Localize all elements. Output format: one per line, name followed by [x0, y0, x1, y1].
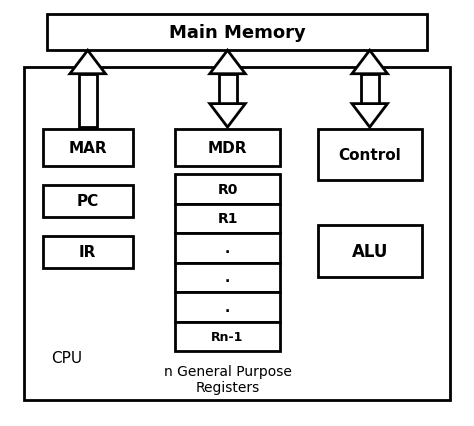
Bar: [219, 75, 237, 104]
Bar: [175, 175, 280, 204]
Text: CPU: CPU: [51, 350, 82, 366]
Polygon shape: [70, 51, 105, 75]
Text: R0: R0: [218, 182, 237, 196]
Bar: [24, 68, 450, 400]
Polygon shape: [352, 51, 387, 75]
Text: MDR: MDR: [208, 141, 247, 155]
Text: n General Purpose
Registers: n General Purpose Registers: [164, 364, 292, 394]
Bar: [318, 226, 422, 277]
Text: IR: IR: [79, 245, 96, 260]
Text: .: .: [225, 271, 230, 285]
Text: Main Memory: Main Memory: [169, 24, 305, 42]
Text: ALU: ALU: [352, 242, 388, 260]
Bar: [175, 263, 280, 293]
Bar: [43, 236, 133, 268]
Bar: [175, 322, 280, 351]
Bar: [175, 233, 280, 263]
Bar: [43, 185, 133, 217]
Bar: [43, 130, 133, 166]
Polygon shape: [352, 104, 387, 128]
Bar: [47, 15, 427, 51]
Bar: [361, 75, 379, 104]
Text: PC: PC: [77, 194, 99, 209]
Polygon shape: [210, 51, 246, 75]
Text: MAR: MAR: [68, 141, 107, 155]
Text: Rn-1: Rn-1: [211, 330, 244, 343]
Bar: [318, 130, 422, 181]
Bar: [175, 130, 280, 166]
Bar: [79, 75, 97, 128]
Polygon shape: [210, 104, 246, 128]
Text: R1: R1: [217, 212, 238, 226]
Text: Control: Control: [338, 148, 401, 163]
Text: .: .: [225, 300, 230, 314]
Bar: [175, 293, 280, 322]
Text: .: .: [225, 242, 230, 255]
Bar: [175, 204, 280, 233]
